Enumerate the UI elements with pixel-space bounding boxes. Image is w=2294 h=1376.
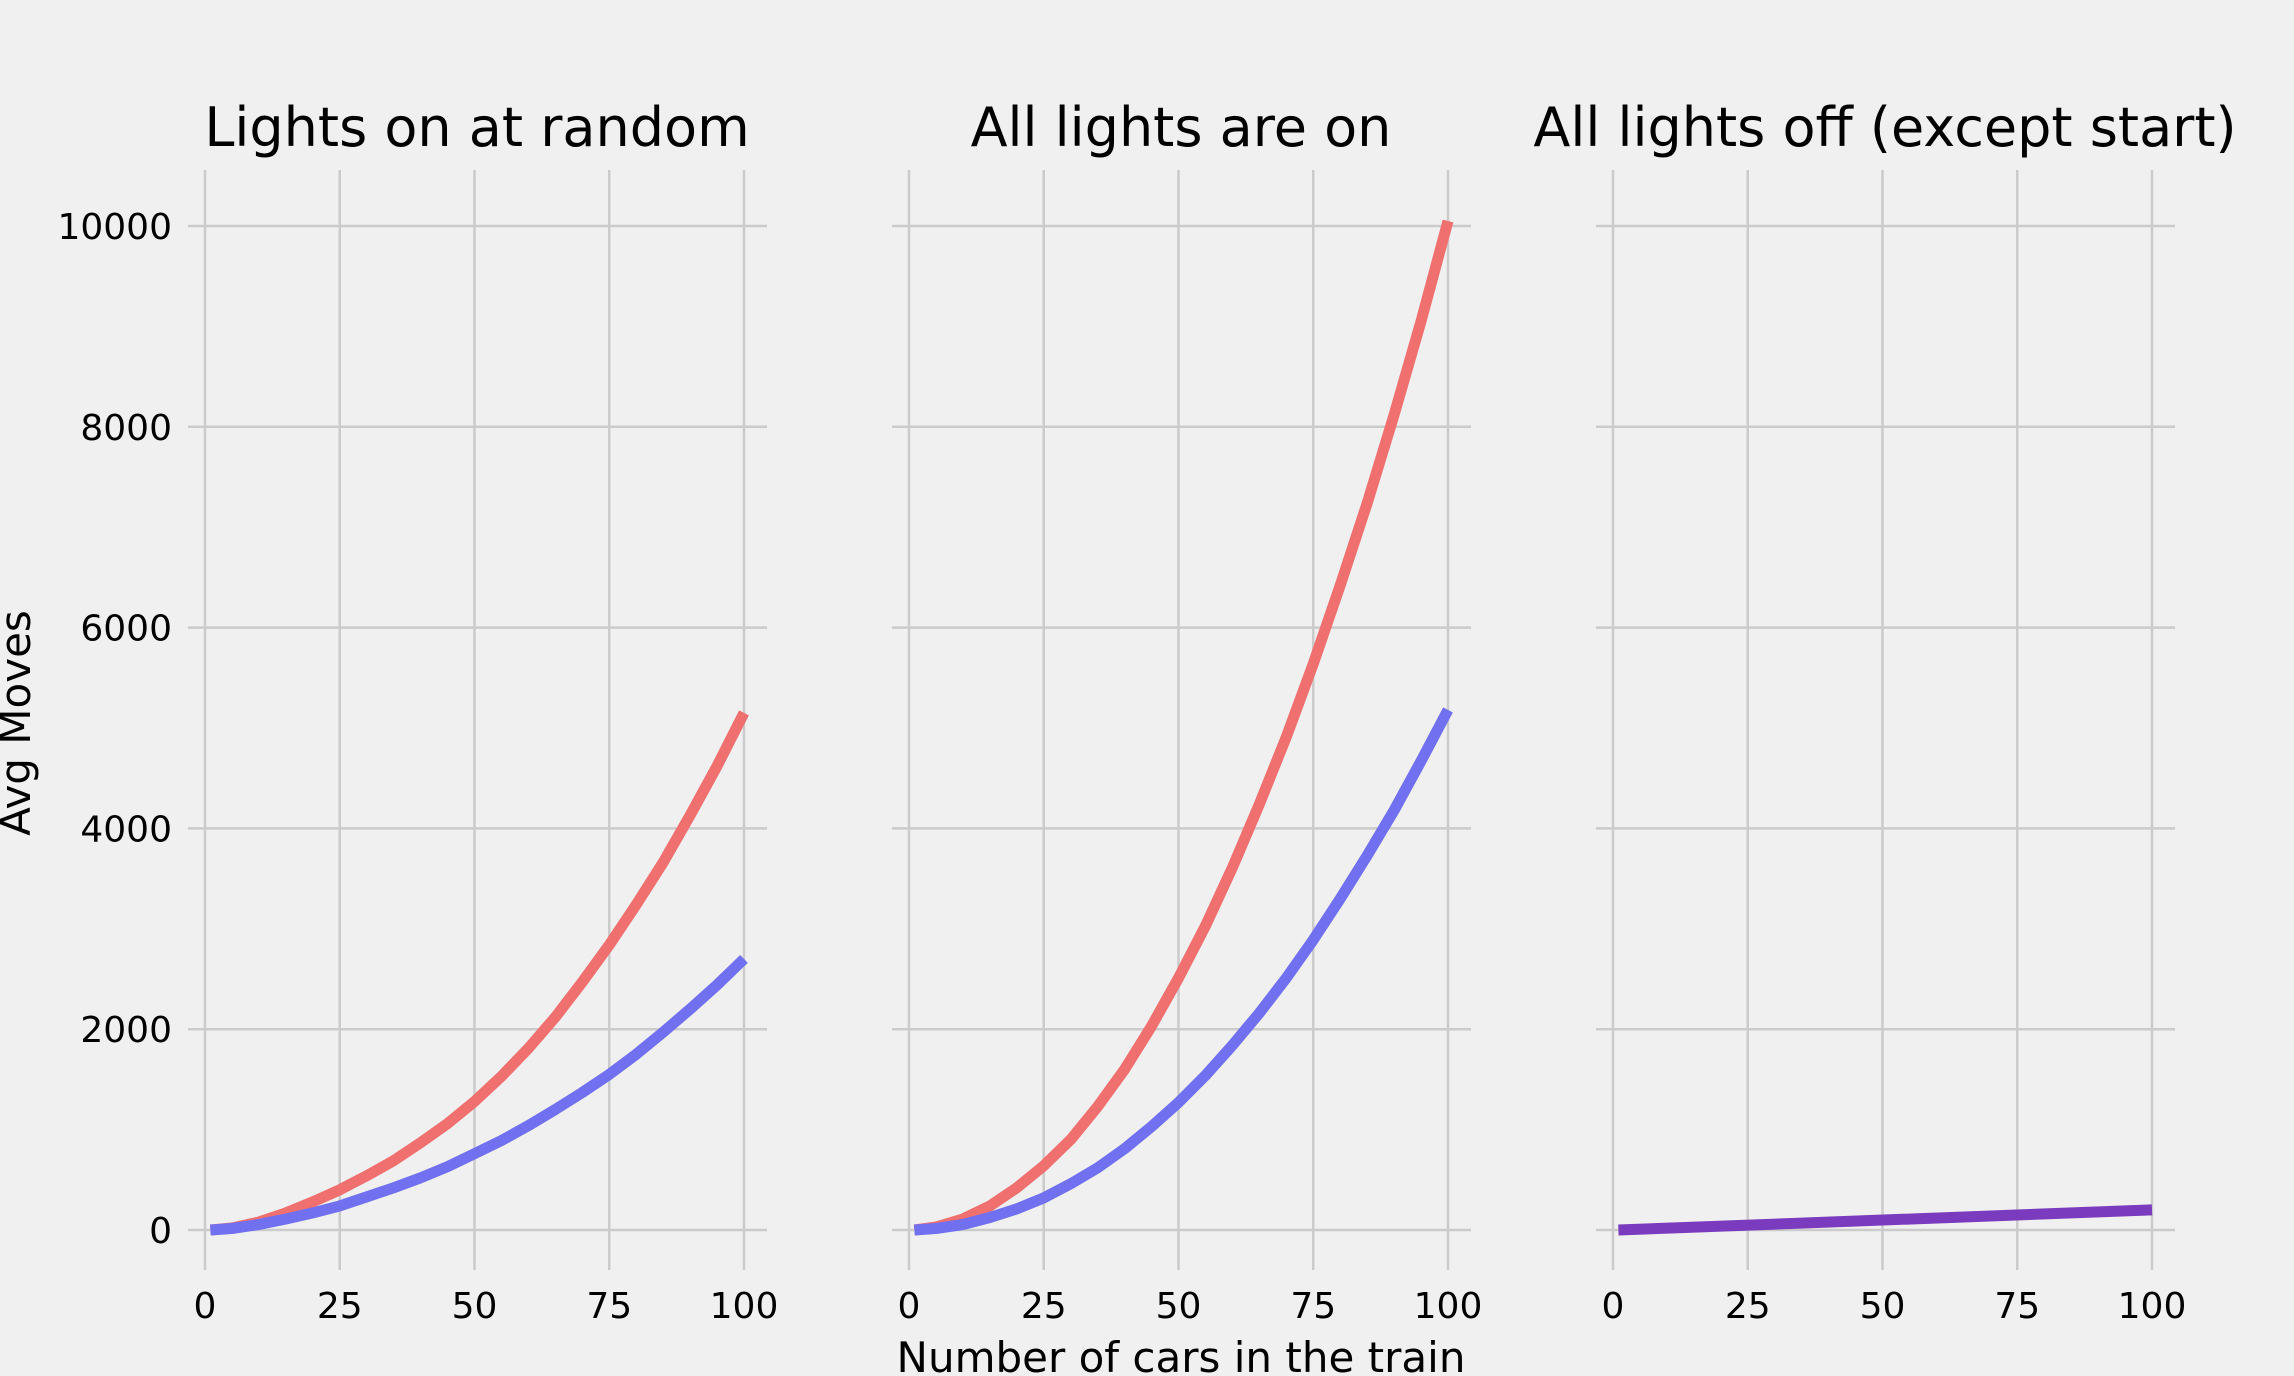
y-tick-label: 0 [149, 1211, 172, 1252]
y-tick-label: 2000 [80, 1010, 172, 1051]
panel-1: 0 25 50 75 100 0 2000 4000 6000 8000 10000 Lights o… [57, 96, 778, 1327]
x-tick-label: 25 [317, 1286, 363, 1327]
x-tick-label: 50 [1156, 1286, 1202, 1327]
series-line-purple [1618, 1204, 2153, 1236]
x-tick-label: 100 [1414, 1286, 1483, 1327]
y-tick-label: 4000 [80, 809, 172, 850]
series-line-red [209, 710, 749, 1236]
panel-3: 0 25 50 75 100 All lights off (except start) [1533, 96, 2236, 1327]
y-tick-label: 6000 [80, 609, 172, 650]
y-tick-label: 8000 [80, 408, 172, 449]
x-tick-label: 100 [2118, 1286, 2187, 1327]
x-tick-label: 100 [710, 1286, 779, 1327]
x-tick-label: 25 [1725, 1286, 1771, 1327]
panel-title: All lights off (except start) [1533, 96, 2236, 159]
x-axis-label: Number of cars in the train [897, 1333, 1466, 1376]
y-axis-label: Avg Moves [0, 610, 40, 836]
panel-title: Lights on at random [204, 96, 749, 159]
x-tick-label: 0 [1602, 1286, 1625, 1327]
x-tick-label: 0 [194, 1286, 217, 1327]
panel-title: All lights are on [971, 96, 1392, 159]
panel-2: 0 25 50 75 100 All lights are on [892, 96, 1482, 1327]
x-tick-label: 0 [898, 1286, 921, 1327]
series-line-blue [914, 707, 1453, 1236]
x-tick-label: 75 [586, 1286, 632, 1327]
series-line-blue [210, 954, 748, 1236]
x-tick-label: 50 [452, 1286, 498, 1327]
x-tick-label: 75 [1290, 1286, 1336, 1327]
y-tick-label: 10000 [57, 207, 172, 248]
x-tick-label: 75 [1994, 1286, 2040, 1327]
x-tick-label: 50 [1860, 1286, 1906, 1327]
series-line-red [913, 219, 1454, 1236]
x-tick-label: 25 [1021, 1286, 1067, 1327]
